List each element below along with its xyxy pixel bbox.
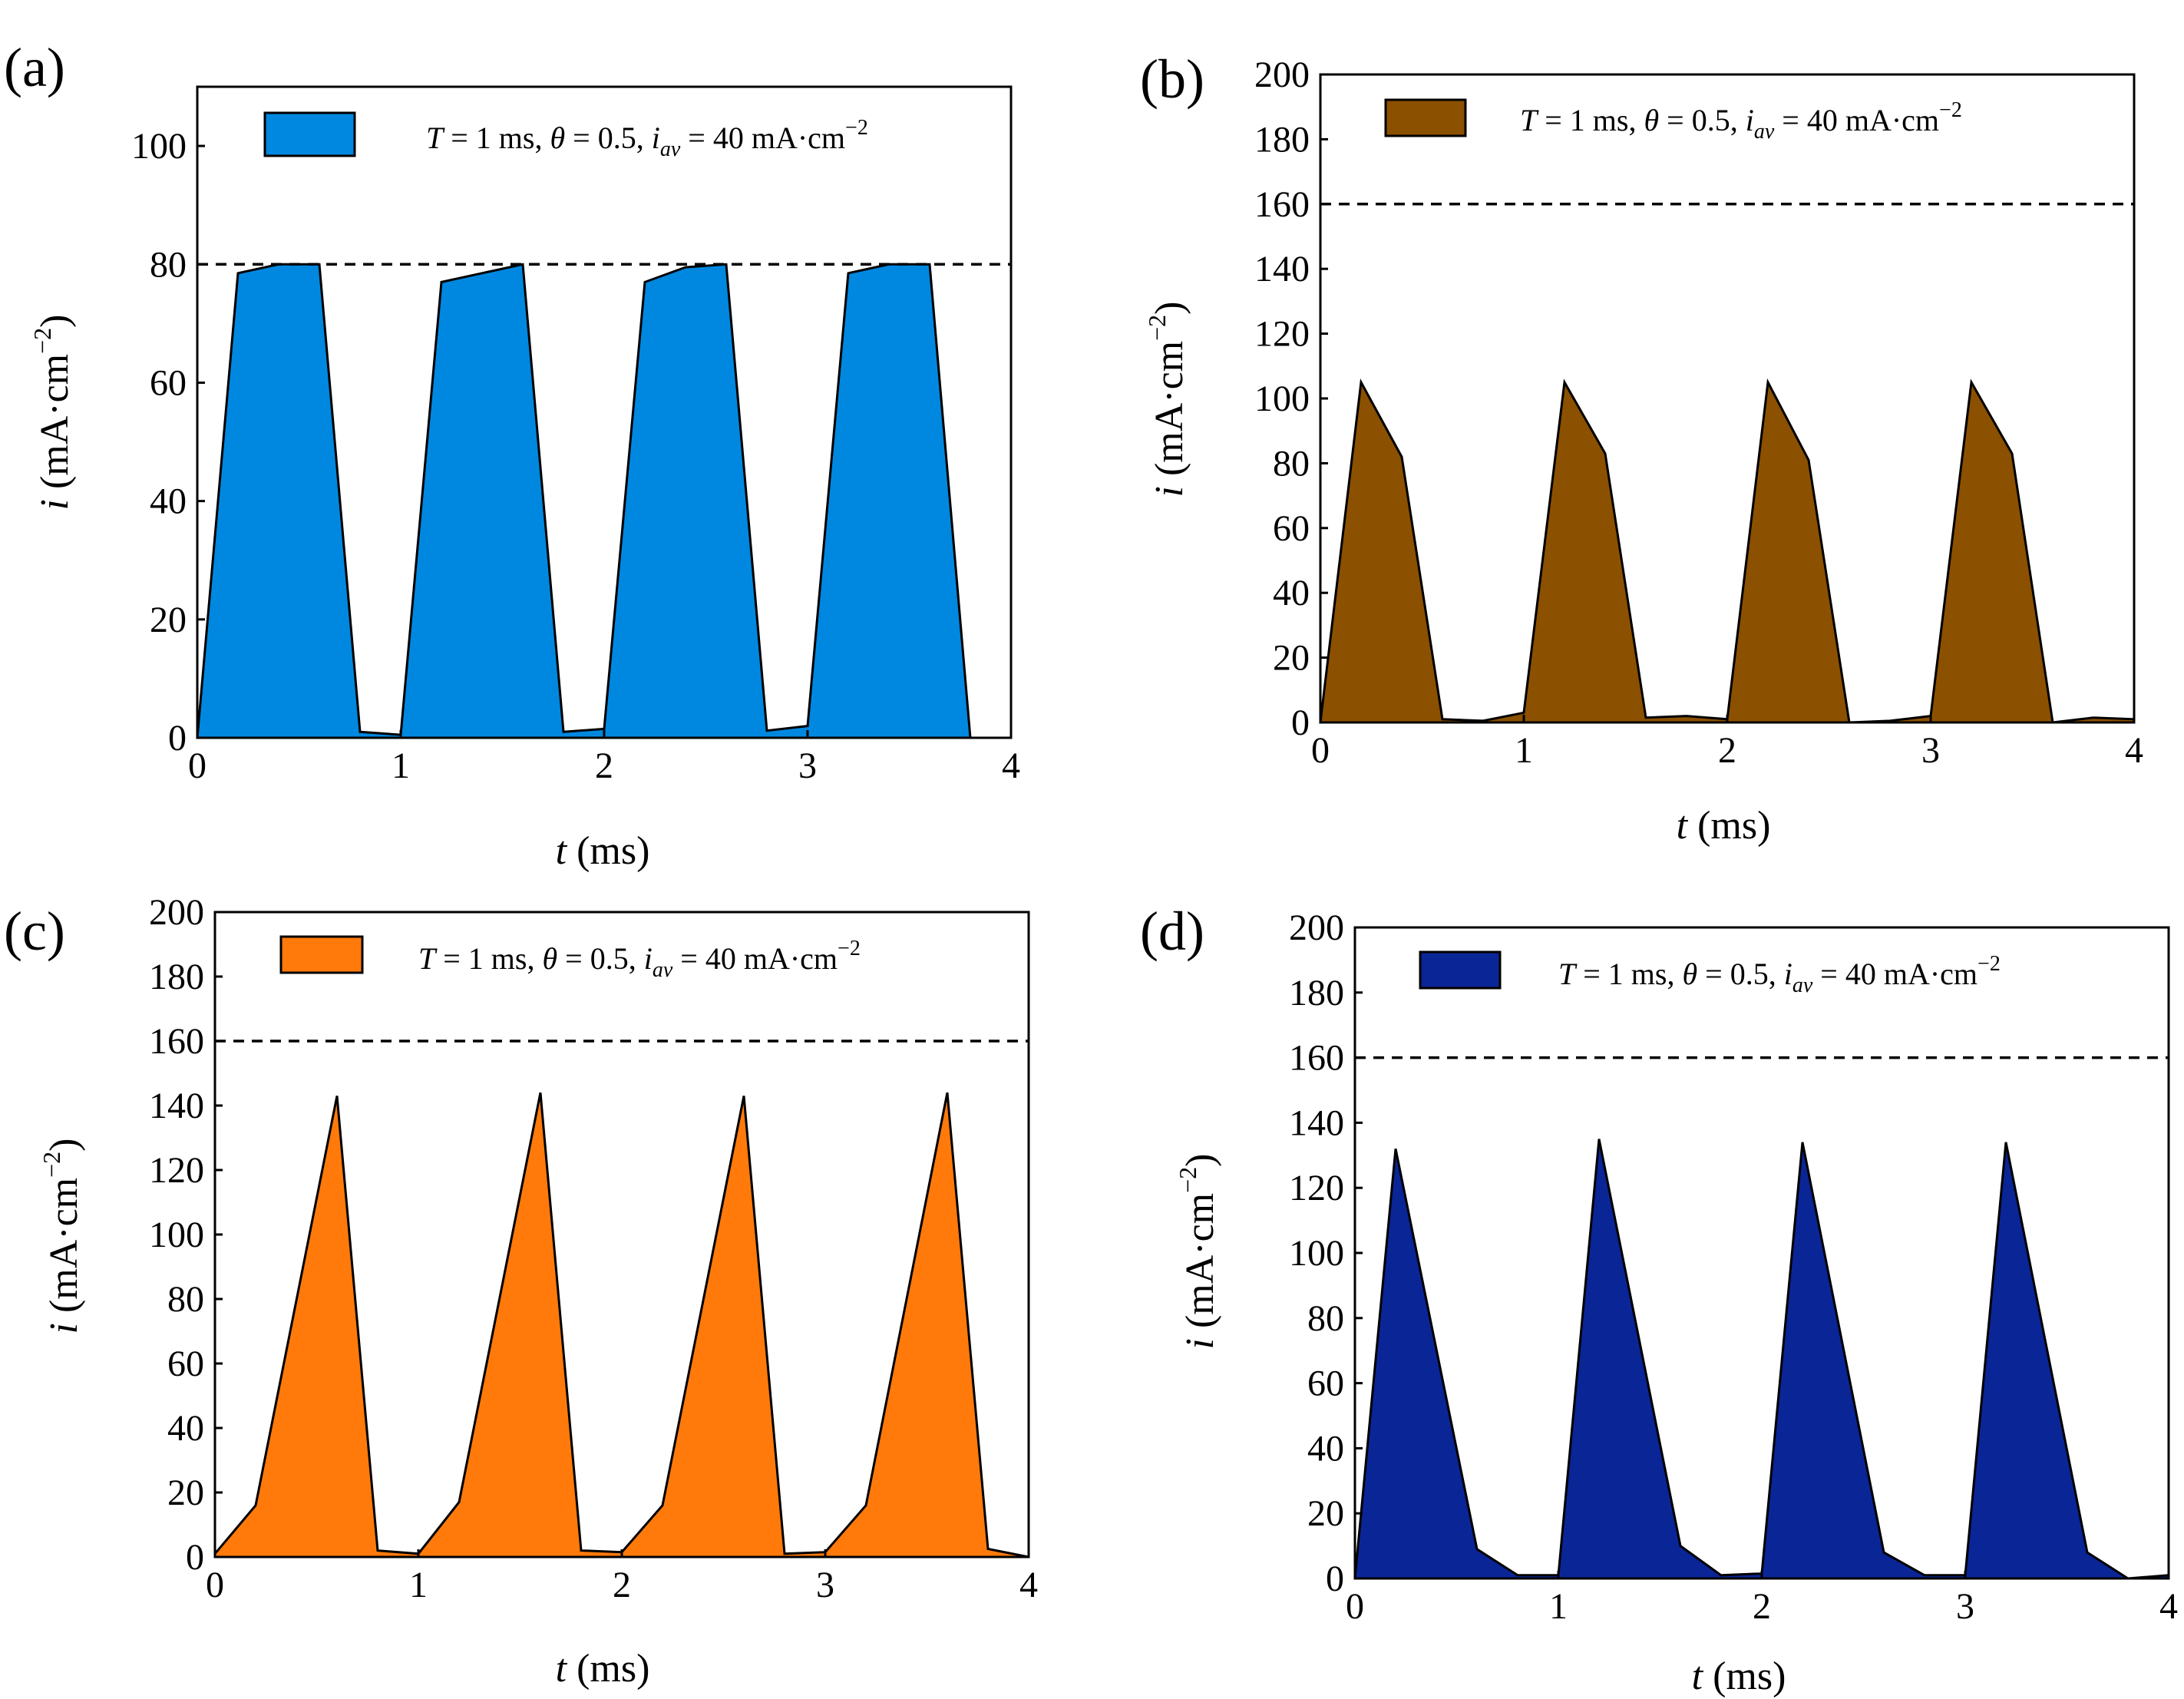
- x-tick-label: 2: [595, 745, 613, 786]
- x-tick-label: 4: [1002, 745, 1020, 786]
- y-tick-label: 160: [149, 1021, 204, 1062]
- y-tick-label: 40: [1273, 573, 1310, 613]
- y-tick-label: 60: [1273, 508, 1310, 549]
- legend-label: T = 1 ms, θ = 0.5, iav = 40 mA·cm−2: [426, 116, 868, 161]
- legend-swatch: [1384, 98, 1467, 137]
- y-tick-label: 120: [1289, 1168, 1344, 1208]
- area-series: [1319, 378, 2136, 724]
- y-tick-label: 100: [1254, 378, 1310, 419]
- legend-label: T = 1 ms, θ = 0.5, iav = 40 mA·cm−2: [1558, 952, 2001, 997]
- y-tick-label: 0: [186, 1537, 204, 1578]
- area-series: [1353, 1139, 2170, 1580]
- y-tick-label: 80: [150, 244, 187, 285]
- y-tick-label: 200: [1254, 55, 1310, 95]
- y-tick-label: 140: [1289, 1102, 1344, 1143]
- y-tick-label: 180: [149, 957, 204, 997]
- x-tick-label: 0: [188, 745, 207, 786]
- panel-label: (c): [4, 901, 65, 962]
- y-tick-label: 120: [149, 1150, 204, 1191]
- panel-label: (d): [1140, 901, 1204, 962]
- y-tick-label: 100: [131, 126, 187, 167]
- x-tick-label: 0: [206, 1565, 224, 1605]
- y-tick-label: 40: [167, 1408, 204, 1449]
- x-tick-label: 1: [1515, 730, 1533, 771]
- y-tick-label: 140: [149, 1086, 204, 1126]
- y-tick-label: 20: [150, 600, 187, 640]
- area-series: [213, 1092, 1029, 1559]
- y-tick-label: 160: [1254, 184, 1310, 225]
- x-tick-label: 0: [1311, 730, 1330, 771]
- y-tick-label: 200: [149, 892, 204, 933]
- panel-label: (a): [4, 37, 65, 98]
- x-tick-label: 4: [1019, 1565, 1038, 1605]
- y-tick-label: 20: [1273, 638, 1310, 679]
- x-tick-label: 3: [1921, 730, 1940, 771]
- y-tick-label: 60: [1307, 1363, 1344, 1404]
- x-tick-label: 2: [1753, 1586, 1771, 1627]
- panel-label: (b): [1140, 48, 1204, 110]
- area-series: [196, 263, 1011, 739]
- y-tick-label: 20: [1307, 1493, 1344, 1534]
- y-tick-label: 20: [167, 1473, 204, 1513]
- legend-swatch: [263, 111, 356, 157]
- legend-swatch: [1419, 950, 1502, 990]
- y-tick-label: 0: [1326, 1559, 1344, 1599]
- y-tick-label: 100: [149, 1215, 204, 1255]
- legend-label: T = 1 ms, θ = 0.5, iav = 40 mA·cm−2: [1520, 98, 1962, 144]
- x-axis-label: t (ms): [1677, 804, 1771, 848]
- x-tick-label: 2: [613, 1565, 631, 1605]
- y-tick-label: 180: [1254, 119, 1310, 160]
- x-axis-label: t (ms): [556, 829, 650, 873]
- y-tick-label: 60: [167, 1344, 204, 1384]
- y-axis-label: i (mA·cm−2): [1143, 302, 1191, 497]
- y-axis-label: i (mA·cm−2): [38, 1139, 86, 1334]
- y-tick-label: 60: [150, 362, 187, 403]
- x-tick-label: 4: [2159, 1586, 2178, 1627]
- y-tick-label: 200: [1289, 907, 1344, 948]
- y-tick-label: 40: [150, 481, 187, 522]
- x-tick-label: 4: [2125, 730, 2143, 771]
- y-tick-label: 120: [1254, 314, 1310, 355]
- x-tick-label: 1: [392, 745, 410, 786]
- y-axis-label: i (mA·cm−2): [28, 315, 77, 511]
- y-tick-label: 180: [1289, 973, 1344, 1013]
- x-tick-label: 3: [816, 1565, 834, 1605]
- y-tick-label: 80: [167, 1279, 204, 1320]
- x-tick-label: 1: [1549, 1586, 1568, 1627]
- x-tick-label: 1: [409, 1565, 428, 1605]
- y-tick-label: 80: [1307, 1298, 1344, 1339]
- x-tick-label: 3: [1956, 1586, 1974, 1627]
- y-tick-label: 0: [1291, 702, 1310, 743]
- x-tick-label: 0: [1346, 1586, 1364, 1627]
- legend-swatch: [279, 935, 364, 974]
- x-axis-label: t (ms): [556, 1647, 650, 1691]
- x-tick-label: 3: [798, 745, 817, 786]
- y-tick-label: 0: [168, 718, 187, 759]
- legend-label: T = 1 ms, θ = 0.5, iav = 40 mA·cm−2: [418, 937, 861, 982]
- x-axis-label: t (ms): [1692, 1654, 1786, 1698]
- y-tick-label: 100: [1289, 1233, 1344, 1274]
- y-tick-label: 80: [1273, 443, 1310, 484]
- y-tick-label: 140: [1254, 249, 1310, 289]
- y-tick-label: 40: [1307, 1428, 1344, 1469]
- x-tick-label: 2: [1718, 730, 1736, 771]
- y-axis-label: i (mA·cm−2): [1174, 1154, 1222, 1350]
- y-tick-label: 160: [1289, 1038, 1344, 1079]
